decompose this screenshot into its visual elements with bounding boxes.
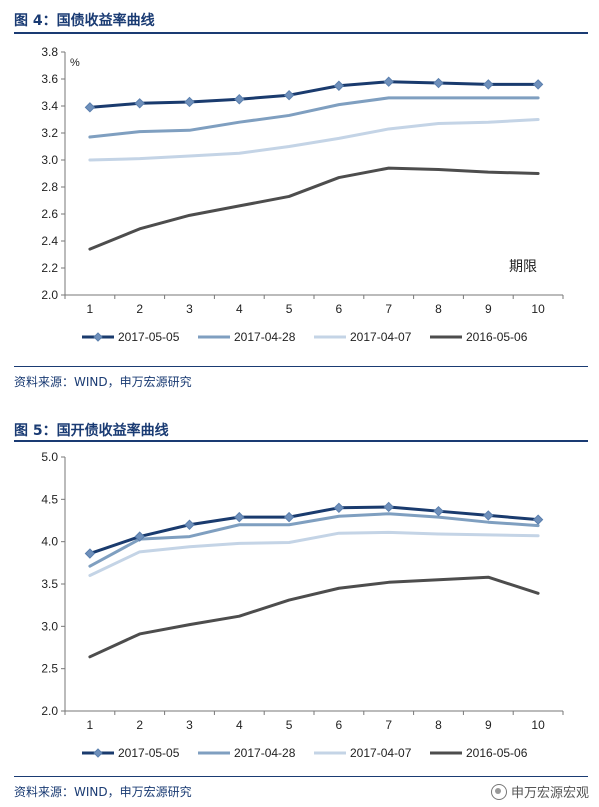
legend-label: 2016-05-06: [466, 330, 528, 344]
y-tick-label: 3.4: [41, 99, 58, 113]
legend-label: 2017-04-28: [234, 330, 296, 344]
data-point: [184, 519, 195, 530]
data-point: [433, 505, 444, 517]
x-tick-label: 10: [531, 718, 545, 732]
x-tick-label: 8: [435, 302, 442, 316]
data-point: [184, 96, 195, 108]
x-tick-label: 7: [385, 718, 392, 732]
x-tick-label: 4: [236, 302, 243, 316]
x-tick-label: 7: [385, 302, 392, 316]
x-tick-label: 5: [286, 302, 293, 316]
x-tick-label: 10: [531, 302, 545, 316]
wechat-icon: [490, 783, 507, 800]
series-line-2017-04-28: [88, 512, 540, 568]
x-tick-label: 5: [286, 718, 293, 732]
y-tick-label: 3.5: [41, 577, 58, 591]
figure-4-title-rule: [14, 32, 588, 34]
x-tick-label: 6: [336, 302, 343, 316]
legend-label: 2017-04-07: [350, 746, 412, 760]
x-tick-label: 3: [186, 718, 193, 732]
legend-label: 2016-05-06: [466, 746, 528, 760]
figure-5-source-rule: [14, 776, 588, 777]
x-tick-label: 8: [435, 718, 442, 732]
x-axis-label: 期限: [509, 258, 537, 274]
y-tick-label: 3.8: [41, 45, 58, 59]
legend-label: 2017-04-07: [350, 330, 412, 344]
x-tick-label: 2: [136, 718, 143, 732]
data-point: [234, 94, 245, 105]
y-tick-label: 4.5: [41, 492, 58, 506]
data-point: [532, 514, 544, 525]
data-point: [134, 98, 145, 109]
y-tick-label: 3.6: [41, 72, 58, 86]
x-tick-label: 1: [87, 718, 94, 732]
chart-figure-4: 2.0 2.2 2.4 2.6 2.8 3.0 3.2 3.4 3.6 3.8 1 2 3 4 5 6 7 8 9 1…: [41, 45, 564, 344]
data-point: [84, 102, 96, 113]
data-point: [333, 80, 345, 91]
data-point: [134, 531, 145, 542]
y-tick-label: 4.0: [41, 535, 58, 549]
legend-marker: [93, 748, 103, 758]
y-tick-label: 2.0: [41, 704, 58, 718]
series-line-2016-05-06: [88, 166, 540, 251]
data-point: [532, 79, 544, 90]
y-tick-label: 3.0: [41, 619, 58, 633]
x-tick-label: 4: [236, 718, 243, 732]
y-tick-label: 2.6: [41, 207, 58, 221]
series-line-2016-05-06: [88, 575, 540, 659]
figure-4-source: 资料来源：WIND，申万宏源研究: [14, 375, 192, 389]
x-tick-label: 9: [485, 718, 492, 732]
y-tick-label: 3.0: [41, 153, 58, 167]
data-point: [483, 510, 494, 521]
data-point: [283, 511, 295, 523]
legend-label: 2017-04-28: [234, 746, 296, 760]
x-tick-label: 1: [87, 302, 94, 316]
y-tick-label: 3.2: [41, 126, 58, 140]
data-point: [483, 79, 494, 90]
watermark-text: 申万宏源宏观: [510, 786, 589, 801]
series-line-2017-04-28: [88, 96, 540, 139]
chart-figure-5: 2.0 2.5 3.0 3.5 4.0 4.5 5.0 1 2 3 4 5 6 7 8 9 10 2017-05-…: [41, 450, 564, 760]
watermark: 申万宏源宏观: [490, 782, 589, 801]
series-line-2017-05-05: [88, 80, 540, 109]
x-tick-label: 3: [186, 302, 193, 316]
figure-4-title: 图 4：国债收益率曲线: [14, 13, 155, 29]
y-tick-label: 5.0: [41, 450, 58, 464]
data-point: [383, 76, 394, 87]
y-axis-label: %: [70, 57, 80, 69]
data-point: [234, 511, 245, 523]
x-tick-label: 2: [136, 302, 143, 316]
series-line-2017-04-07: [88, 530, 540, 578]
data-point: [283, 89, 295, 101]
x-tick-label: 6: [336, 718, 343, 732]
data-point: [333, 502, 345, 514]
figure-4-source-rule: [14, 366, 588, 367]
series-line-2017-05-05: [88, 505, 540, 556]
y-tick-label: 2.0: [41, 288, 58, 302]
y-tick-label: 2.2: [41, 261, 58, 275]
data-point: [383, 501, 394, 513]
y-tick-label: 2.4: [41, 234, 58, 248]
x-tick-label: 9: [485, 302, 492, 316]
legend-label: 2017-05-05: [118, 746, 180, 760]
figure-5-source: 资料来源：WIND，申万宏源研究: [14, 785, 192, 799]
data-point: [433, 77, 444, 89]
y-tick-label: 2.8: [41, 180, 58, 194]
series-line-2017-04-07: [88, 118, 540, 162]
figure-5-title: 图 5：国开债收益率曲线: [14, 423, 169, 439]
figure-5-title-rule: [14, 440, 588, 442]
data-point: [84, 548, 96, 559]
legend-marker: [93, 332, 103, 342]
legend-label: 2017-05-05: [118, 330, 180, 344]
y-tick-label: 2.5: [41, 662, 58, 676]
